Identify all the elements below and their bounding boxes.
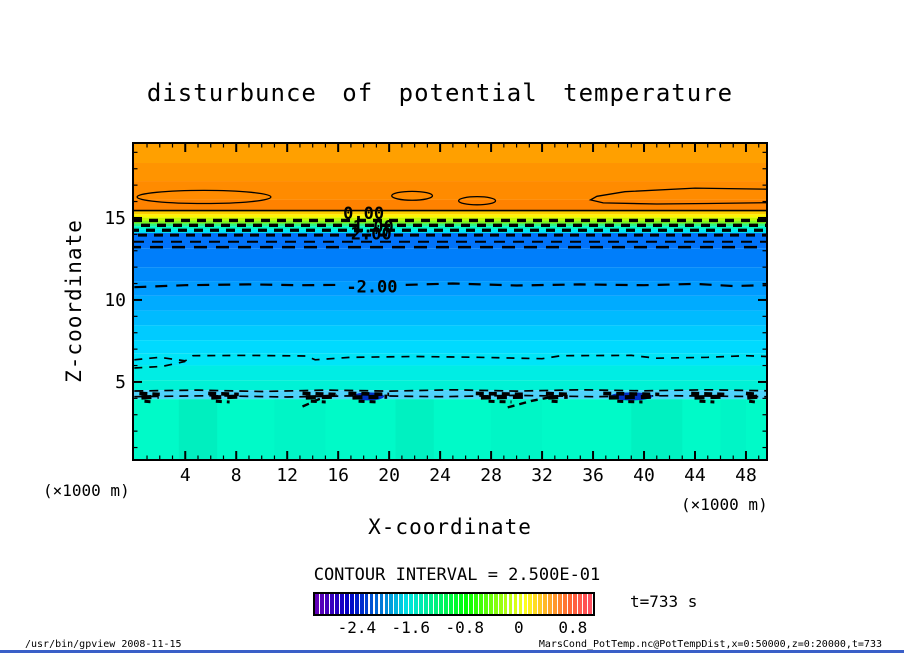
- colorbar-stripe: [568, 594, 573, 614]
- contour-interval-note: CONTOUR INTERVAL = 2.500E-01: [313, 565, 601, 585]
- colorbar-stripe: [563, 594, 568, 614]
- colorbar-stripe: [553, 594, 558, 614]
- x-tick-label: 28: [480, 465, 502, 486]
- x-tick-label: 12: [276, 465, 298, 486]
- x-tick-label: 44: [684, 465, 706, 486]
- colorbar-stripe: [533, 594, 538, 614]
- colorbar-stripe: [548, 594, 553, 614]
- colorbar-stripe: [498, 594, 503, 614]
- colorbar-stripe: [369, 594, 374, 614]
- colorbar-stripe: [334, 594, 339, 614]
- colorbar-stripe: [454, 594, 458, 614]
- x-axis-label: X-coordinate: [368, 515, 532, 539]
- colorbar-tick-labels: -2.4 -1.6 -0.8 0 0.8: [313, 618, 595, 638]
- colorbar-stripe: [444, 594, 448, 614]
- colorbar-stripe: [344, 594, 349, 614]
- x-axis-unit-right: (×1000 m): [681, 495, 768, 514]
- colorbar-stripe: [364, 594, 369, 614]
- colorbar-stripe: [588, 594, 592, 614]
- colorbar-stripe: [359, 594, 364, 614]
- contour-label: 0.00: [343, 204, 384, 224]
- colorbar-stripe: [409, 594, 414, 614]
- colorbar-stripe: [414, 594, 419, 614]
- contour-label: -2.00: [346, 278, 397, 298]
- x-axis-unit-left: (×1000 m): [43, 481, 130, 500]
- contour-label: 2.00: [351, 224, 392, 244]
- colorbar-stripe: [399, 594, 404, 614]
- x-tick-label: 36: [582, 465, 604, 486]
- footer-command: /usr/bin/gpview 2008-11-15: [25, 639, 182, 650]
- x-tick-label: 24: [429, 465, 451, 486]
- colorbar-stripe: [473, 594, 478, 614]
- colorbar-stripe: [439, 594, 443, 614]
- footer-dataset: MarsCond_PotTemp.nc@PotTempDist,x=0:5000…: [538, 639, 882, 650]
- y-axis-label: Z-coordinate: [62, 219, 86, 383]
- colorbar-stripe: [379, 594, 384, 614]
- colorbar-stripe: [424, 594, 429, 614]
- x-tick-label: 40: [633, 465, 655, 486]
- contour-plot: 0.00 1.00 2.00 -2.00 4 8 12 16 20 24 28 32 36 40 44 48 5…: [100, 130, 790, 498]
- colorbar-stripe: [374, 594, 379, 614]
- colorbar-stripe: [449, 594, 453, 614]
- plot-title: disturbunce of potential temperature: [146, 79, 734, 107]
- y-tick-label: 10: [104, 290, 126, 311]
- colorbar-stripe: [508, 594, 513, 614]
- colorbar-stripe: [493, 594, 498, 614]
- colorbar-stripe: [518, 594, 523, 614]
- colorbar-stripe: [349, 594, 354, 614]
- footer-rule: [0, 650, 904, 653]
- colorbar-stripe: [558, 594, 563, 614]
- colorbar-stripe: [573, 594, 577, 614]
- colorbar-tick-label: 0.8: [558, 618, 588, 637]
- colorbar-stripe: [543, 594, 548, 614]
- colorbar-stripe: [404, 594, 409, 614]
- colorbar-stripe: [488, 594, 493, 614]
- colorbar-stripe: [463, 594, 468, 614]
- contour-canvas: 0.001.002.00-2.004 8 12 16 20 24 28 32 36 40 44 485…: [104, 142, 768, 486]
- colorbar-stripe: [319, 594, 324, 614]
- x-tick-label: 32: [531, 465, 553, 486]
- colorbar-stripe: [354, 594, 359, 614]
- colorbar-stripe: [384, 594, 389, 614]
- colorbar-stripe: [329, 594, 334, 614]
- x-tick-label: 4: [180, 465, 191, 486]
- colorbar-stripe: [503, 594, 508, 614]
- x-tick-label: 48: [735, 465, 757, 486]
- colorbar-stripe: [324, 594, 329, 614]
- colorbar-tick-label: -0.8: [445, 618, 485, 637]
- colorbar-stripe: [434, 594, 438, 614]
- y-tick-label: 5: [115, 372, 126, 393]
- colorbar-stripe: [523, 594, 528, 614]
- colorbar-stripe: [538, 594, 543, 614]
- colorbar-stripe: [339, 594, 344, 614]
- colorbar: -2.4 -1.6 -0.8 0 0.8: [313, 592, 595, 638]
- contour-label: 1.00: [353, 217, 394, 237]
- x-tick-label: 16: [327, 465, 349, 486]
- x-tick-label: 20: [378, 465, 400, 486]
- time-label: t=733 s: [630, 592, 698, 611]
- colorbar-stripe: [578, 594, 582, 614]
- colorbar-stripe: [389, 594, 394, 614]
- colorbar-stripe: [528, 594, 533, 614]
- colorbar-stripe: [483, 594, 488, 614]
- colorbar-stripe: [513, 594, 518, 614]
- colorbar-stripes: [313, 592, 595, 616]
- colorbar-tick-label: -2.4: [337, 618, 377, 637]
- y-tick-label: 15: [104, 208, 126, 229]
- colorbar-tick-label: -1.6: [391, 618, 431, 637]
- colorbar-stripe: [478, 594, 483, 614]
- colorbar-stripe: [468, 594, 473, 614]
- colorbar-stripe: [394, 594, 399, 614]
- x-tick-label: 8: [231, 465, 242, 486]
- colorbar-stripe: [429, 594, 434, 614]
- colorbar-stripe: [315, 594, 319, 614]
- colorbar-stripe: [419, 594, 424, 614]
- colorbar-stripe: [583, 594, 587, 614]
- colorbar-tick-label: 0: [513, 618, 524, 637]
- colorbar-stripe: [458, 594, 463, 614]
